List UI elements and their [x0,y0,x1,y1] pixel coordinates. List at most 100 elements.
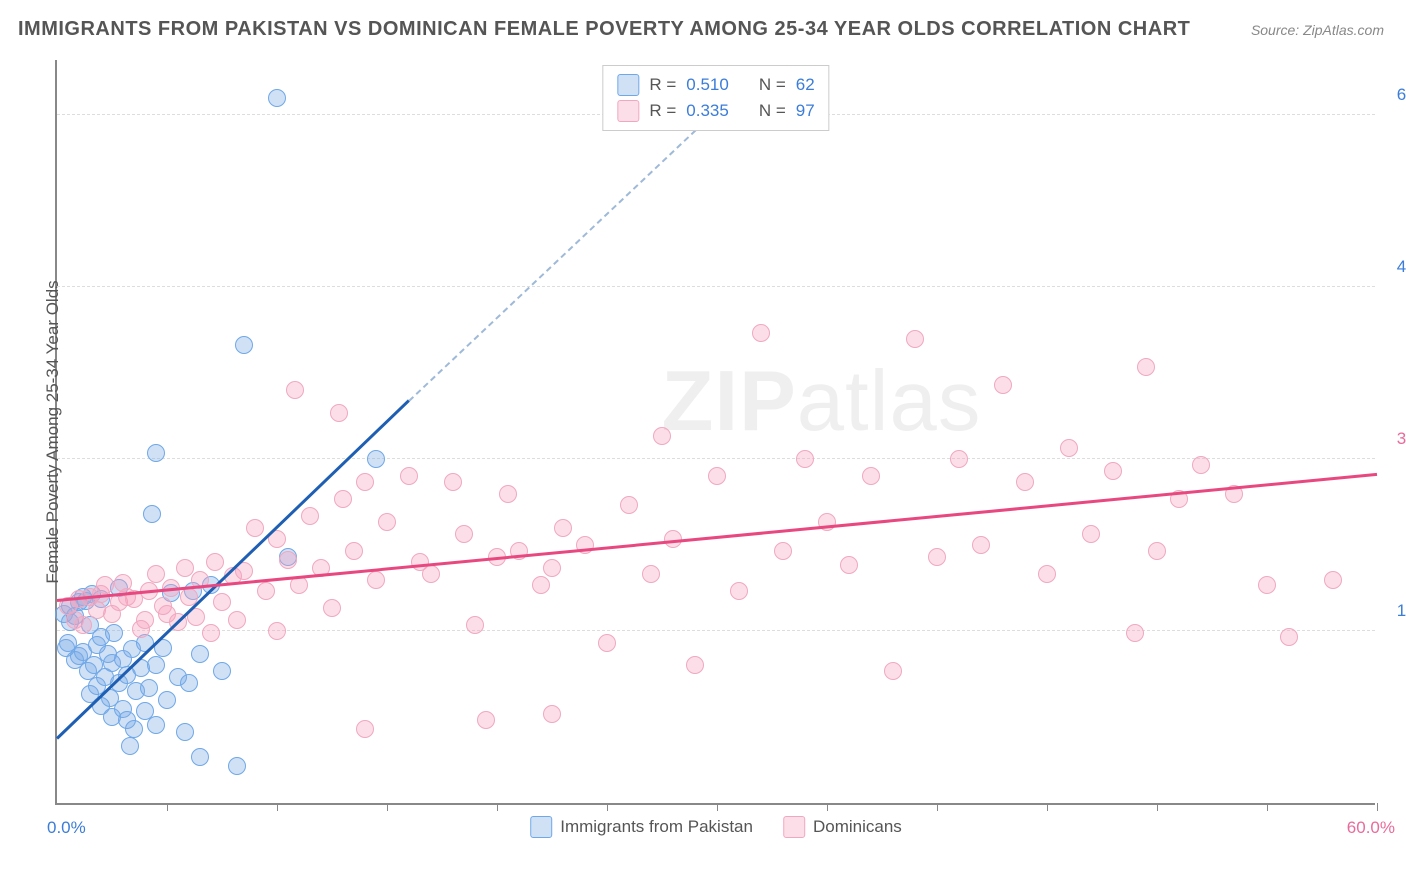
data-point [334,490,352,508]
data-point [477,711,495,729]
data-point [147,656,165,674]
data-point [466,616,484,634]
data-point [268,89,286,107]
data-point [378,513,396,531]
legend-n-label: N = [759,101,786,121]
data-point [1126,624,1144,642]
data-point [1148,542,1166,560]
trend-line [57,473,1377,602]
gridline [57,630,1375,631]
data-point [884,662,902,680]
data-point [176,723,194,741]
data-point [213,593,231,611]
data-point [994,376,1012,394]
data-point [1060,439,1078,457]
x-tick [1047,803,1048,811]
data-point [235,336,253,354]
x-tick [1267,803,1268,811]
data-point [330,404,348,422]
legend-r-value: 0.510 [686,75,729,95]
data-point [268,622,286,640]
x-tick [277,803,278,811]
data-point [228,757,246,775]
x-axis-max-label: 60.0% [1347,818,1395,838]
data-point [499,485,517,503]
data-point [202,624,220,642]
legend-swatch [617,74,639,96]
y-tick-label: 30.0% [1385,429,1406,449]
data-point [180,674,198,692]
y-axis-label: Female Poverty Among 25-34 Year Olds [43,280,63,583]
data-point [950,450,968,468]
legend-r-value: 0.335 [686,101,729,121]
legend-series-label: Immigrants from Pakistan [560,817,753,837]
data-point [191,748,209,766]
data-point [1324,571,1342,589]
data-point [796,450,814,468]
x-tick [1377,803,1378,811]
data-point [367,450,385,468]
data-point [1192,456,1210,474]
data-point [191,645,209,663]
data-point [301,507,319,525]
data-point [554,519,572,537]
legend-n-value: 97 [796,101,815,121]
data-point [532,576,550,594]
plot-area: ZIPatlas Female Poverty Among 25-34 Year… [55,60,1375,805]
data-point [972,536,990,554]
data-point [840,556,858,574]
data-point [1104,462,1122,480]
data-point [367,571,385,589]
x-tick [717,803,718,811]
legend-series-item: Immigrants from Pakistan [530,816,753,838]
legend-correlation: R =0.510N =62R =0.335N =97 [602,65,829,131]
data-point [279,551,297,569]
data-point [620,496,638,514]
data-point [345,542,363,560]
gridline [57,458,1375,459]
data-point [1038,565,1056,583]
data-point [1082,525,1100,543]
data-point [96,576,114,594]
data-point [928,548,946,566]
y-tick-label: 15.0% [1385,601,1406,621]
data-point [143,505,161,523]
data-point [140,679,158,697]
data-point [774,542,792,560]
data-point [686,656,704,674]
data-point [147,716,165,734]
data-point [730,582,748,600]
data-point [206,553,224,571]
data-point [543,559,561,577]
data-point [906,330,924,348]
data-point [653,427,671,445]
gridline [57,286,1375,287]
data-point [1016,473,1034,491]
x-tick [937,803,938,811]
legend-series: Immigrants from Pakistan Dominicans [530,816,902,838]
legend-series-item: Dominicans [783,816,902,838]
legend-series-label: Dominicans [813,817,902,837]
data-point [862,467,880,485]
legend-swatch [530,816,552,838]
data-point [543,705,561,723]
legend-swatch [617,100,639,122]
data-point [246,519,264,537]
legend-row: R =0.335N =97 [617,98,814,124]
data-point [147,565,165,583]
data-point [598,634,616,652]
data-point [455,525,473,543]
legend-n-value: 62 [796,75,815,95]
data-point [176,559,194,577]
x-tick [167,803,168,811]
y-tick-label: 60.0% [1385,85,1406,105]
data-point [147,444,165,462]
data-point [642,565,660,583]
x-axis-min-label: 0.0% [47,818,86,838]
legend-n-label: N = [759,75,786,95]
data-point [752,324,770,342]
chart-title: IMMIGRANTS FROM PAKISTAN VS DOMINICAN FE… [18,18,1190,41]
watermark: ZIPatlas [662,353,982,451]
x-tick [1157,803,1158,811]
legend-row: R =0.510N =62 [617,72,814,98]
